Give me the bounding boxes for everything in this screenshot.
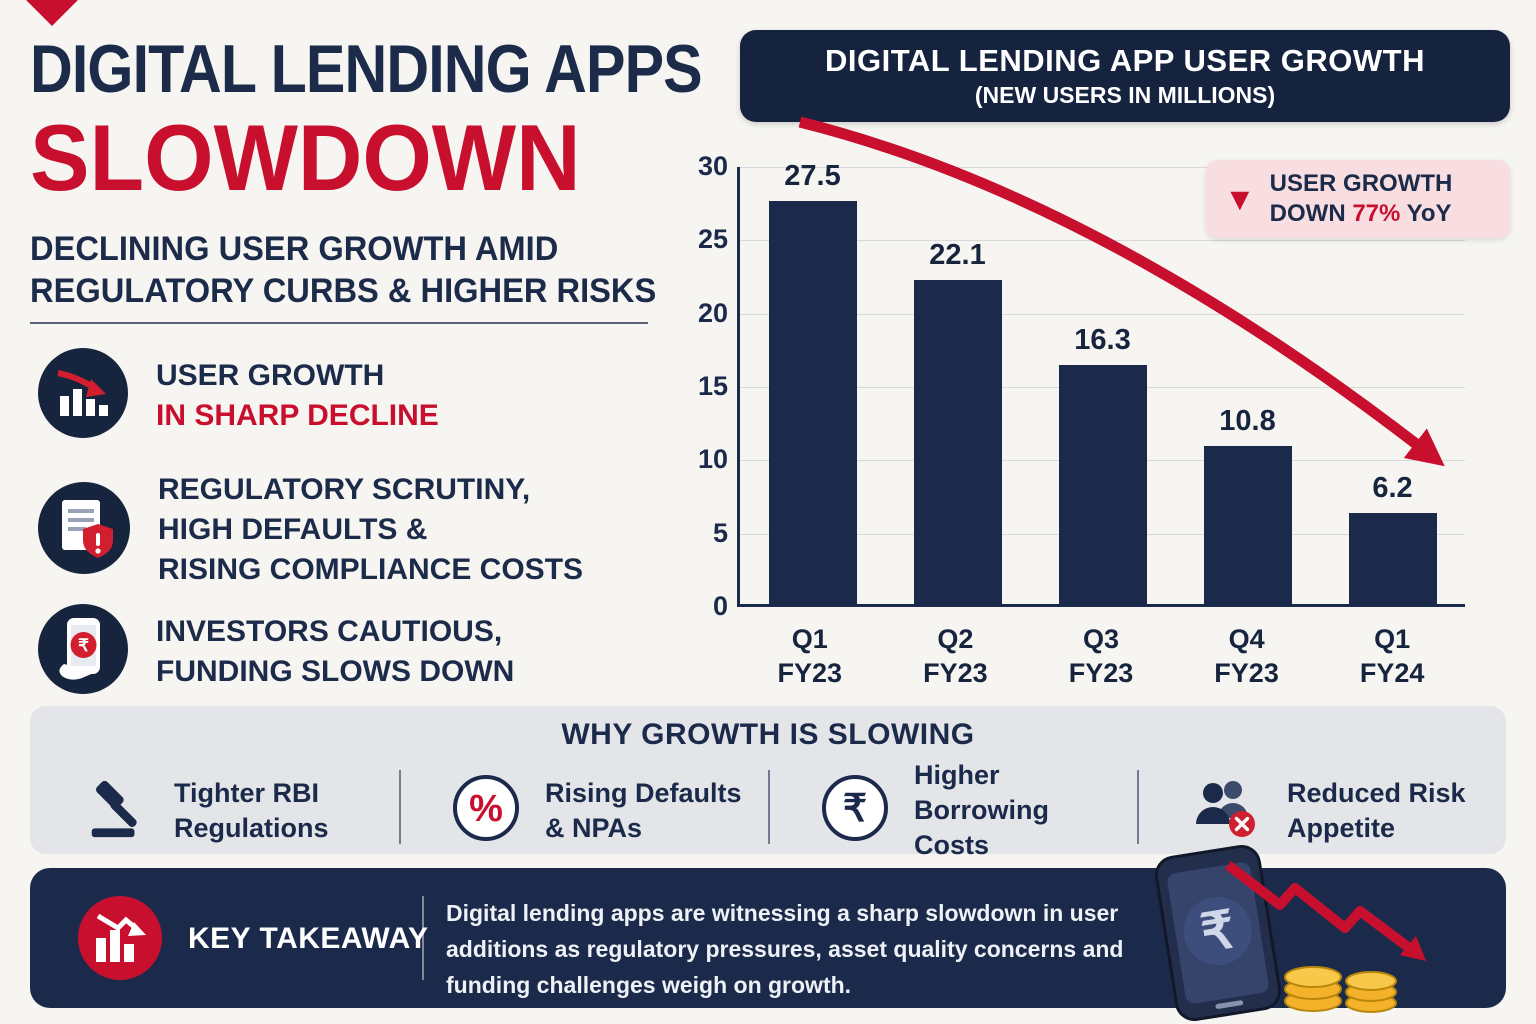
y-axis-tick-label: 25 bbox=[697, 224, 728, 255]
percent-badge-icon: % bbox=[451, 773, 521, 848]
subtitle-line1: DECLINING USER GROWTH AMID bbox=[30, 230, 559, 268]
highlight3-line2: FUNDING SLOWS DOWN bbox=[156, 654, 515, 688]
bar bbox=[768, 200, 857, 604]
bar-value-label: 10.8 bbox=[1219, 404, 1276, 437]
why-item-rbi-regulations: Tighter RBI Regulations bbox=[30, 758, 399, 863]
declining-bars-icon bbox=[76, 894, 164, 987]
badge-line2: DOWN 77% YoY bbox=[1269, 200, 1452, 227]
why-item1-line2: Regulations bbox=[174, 812, 329, 843]
why-item3-line2: Costs bbox=[914, 830, 990, 860]
corner-accent-flag bbox=[26, 0, 78, 26]
bar bbox=[1058, 364, 1147, 604]
y-axis-tick-label: 0 bbox=[712, 591, 728, 621]
bar-value-label: 16.3 bbox=[1074, 323, 1131, 356]
why-item3-line1: Higher Borrowing bbox=[914, 760, 1049, 825]
y-axis-tick-label: 30 bbox=[697, 151, 728, 181]
why-item2-line1: Rising Defaults bbox=[545, 777, 742, 808]
page-title-line1: DIGITAL LENDING APPS bbox=[30, 31, 703, 107]
y-axis-tick-label: 20 bbox=[697, 297, 728, 328]
x-axis-label: Q3 FY23 bbox=[1068, 624, 1134, 688]
why-divider-1 bbox=[399, 770, 401, 844]
why-divider-3 bbox=[1137, 770, 1139, 844]
highlight-investors-cautious: ₹ INVESTORS CAUTIOUS, FUNDING SLOWS DOWN bbox=[36, 602, 514, 701]
declining-bar-chart-icon bbox=[36, 346, 130, 445]
bar-column: 6.2 bbox=[1320, 472, 1465, 604]
bar-column: 27.5 bbox=[740, 160, 885, 604]
bar-column: 16.3 bbox=[1030, 324, 1175, 604]
bar-column: 22.1 bbox=[885, 239, 1030, 604]
chart-title: DIGITAL LENDING APP USER GROWTH bbox=[825, 43, 1425, 78]
highlight2-line2: HIGH DEFAULTS & bbox=[158, 513, 428, 546]
takeaway-text: Digital lending apps are witnessing a sh… bbox=[446, 900, 1124, 998]
why-item4-line1: Reduced Risk bbox=[1287, 777, 1466, 808]
x-axis-labels: Q1 FY23 Q2 FY23 Q3 FY23 Q4 FY23 Q1 FY24 bbox=[737, 622, 1465, 690]
bar-value-label: 27.5 bbox=[784, 159, 841, 192]
why-item-borrowing-costs: ₹ Higher Borrowing Costs bbox=[768, 758, 1137, 863]
rupee-circle-icon: ₹ bbox=[820, 773, 890, 848]
bar bbox=[1348, 513, 1437, 604]
x-axis-label: Q1 FY24 bbox=[1359, 624, 1425, 688]
bar bbox=[1203, 445, 1292, 604]
gavel-icon bbox=[82, 774, 150, 847]
chart-title-banner: DIGITAL LENDING APP USER GROWTH (NEW USE… bbox=[740, 30, 1510, 122]
chart-subtitle: (NEW USERS IN MILLIONS) bbox=[974, 82, 1276, 108]
why-item-risk-appetite: Reduced Risk Appetite bbox=[1137, 758, 1506, 863]
highlight3-line1: INVESTORS CAUTIOUS, bbox=[156, 614, 503, 648]
takeaway-divider bbox=[422, 896, 424, 980]
highlight1-line1: USER GROWTH bbox=[156, 358, 385, 392]
percent-glyph: % bbox=[469, 788, 503, 830]
why-divider-2 bbox=[768, 770, 770, 844]
y-axis-tick-label: 5 bbox=[712, 517, 728, 548]
y-axis-tick-label: 10 bbox=[697, 444, 728, 475]
rupee-glyph: ₹ bbox=[843, 788, 867, 830]
takeaway-label: KEY TAKEAWAY bbox=[188, 922, 429, 955]
highlight-user-growth: USER GROWTH IN SHARP DECLINE bbox=[36, 346, 439, 445]
why-growth-slowing-section: WHY GROWTH IS SLOWING Tighter RBI Regula… bbox=[30, 706, 1506, 860]
highlight-regulatory-scrutiny: REGULATORY SCRUTINY, HIGH DEFAULTS & RIS… bbox=[36, 470, 583, 590]
page-subtitle: DECLINING USER GROWTH AMID REGULATORY CU… bbox=[30, 228, 656, 312]
x-axis-label: Q1 FY23 bbox=[777, 624, 843, 688]
bar-value-label: 22.1 bbox=[929, 238, 986, 271]
user-growth-down-badge: ▼ USER GROWTH DOWN 77% YoY bbox=[1206, 160, 1510, 238]
x-axis-label: Q2 FY23 bbox=[923, 624, 988, 688]
highlight2-line3: RISING COMPLIANCE COSTS bbox=[158, 553, 584, 586]
why-item1-line1: Tighter RBI bbox=[174, 777, 320, 808]
highlight2-line1: REGULATORY SCRUTINY, bbox=[158, 473, 531, 506]
bar-column: 10.8 bbox=[1175, 405, 1320, 604]
subtitle-line2: REGULATORY CURBS & HIGHER RISKS bbox=[30, 272, 657, 310]
bar bbox=[913, 279, 1002, 604]
down-triangle-icon: ▼ bbox=[1224, 181, 1256, 217]
page-title-line2: SLOWDOWN bbox=[30, 105, 581, 210]
why-item2-line2: & NPAs bbox=[545, 812, 643, 843]
document-alert-icon bbox=[36, 480, 132, 581]
people-decline-icon bbox=[1189, 776, 1263, 845]
y-axis-tick-label: 15 bbox=[697, 371, 728, 401]
why-item4-line2: Appetite bbox=[1287, 812, 1395, 843]
phone-coins-decline-illustration: ₹ bbox=[1154, 844, 1426, 1022]
phone-rupee-icon: ₹ bbox=[36, 602, 130, 701]
bar-value-label: 6.2 bbox=[1372, 472, 1413, 505]
red-zigzag-decline-arrow bbox=[1224, 861, 1426, 961]
why-item-rising-defaults: % Rising Defaults & NPAs bbox=[399, 758, 768, 863]
header-divider bbox=[30, 322, 648, 324]
badge-line1: USER GROWTH bbox=[1269, 170, 1453, 197]
highlight1-line2: IN SHARP DECLINE bbox=[156, 398, 439, 432]
badge-percent-value: 77% bbox=[1352, 200, 1401, 227]
x-axis-label: Q4 FY23 bbox=[1214, 624, 1279, 688]
why-section-title: WHY GROWTH IS SLOWING bbox=[561, 718, 975, 751]
rupee-glyph: ₹ bbox=[78, 636, 89, 655]
